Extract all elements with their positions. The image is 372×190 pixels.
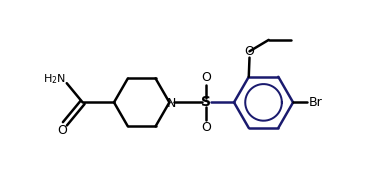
Text: O: O [57,124,67,137]
Text: H$_2$N: H$_2$N [44,72,67,86]
Text: O: O [201,71,211,84]
Text: S: S [201,95,211,109]
Text: N: N [167,97,176,110]
Text: O: O [244,45,254,58]
Text: Br: Br [309,96,323,109]
Text: O: O [201,121,211,134]
